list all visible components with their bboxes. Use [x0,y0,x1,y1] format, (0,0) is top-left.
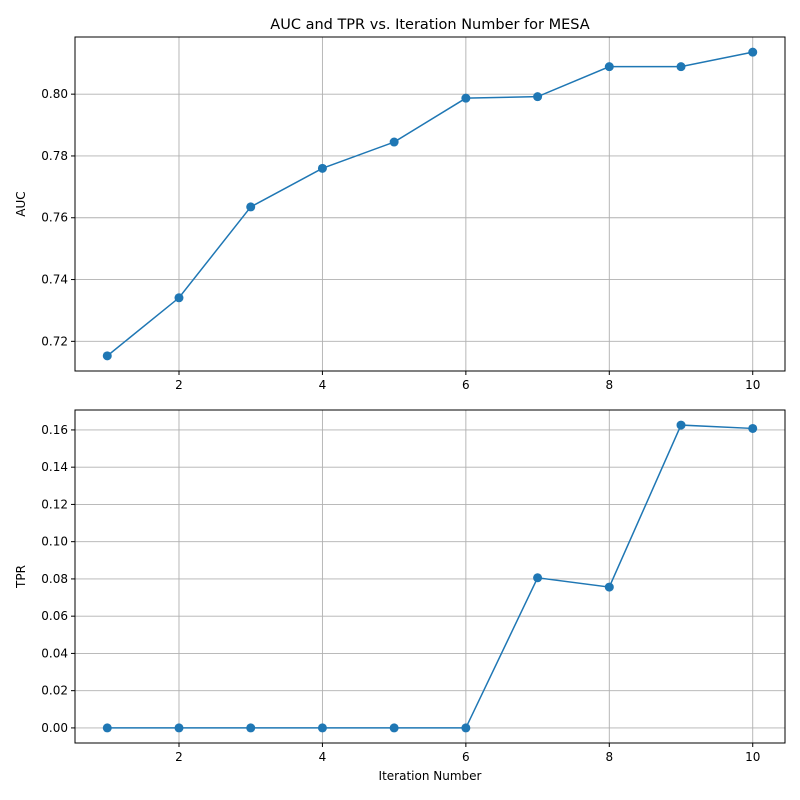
tpr-x-axis-label: Iteration Number [379,769,482,783]
auc-data-point [604,62,614,72]
auc-data-point [389,137,399,147]
tpr-data-point [604,582,614,592]
tpr-axes-frame [74,409,786,744]
auc-axes-frame [74,36,786,372]
chart-title: AUC and TPR vs. Iteration Number for MES… [270,17,589,33]
auc-data-point [748,47,758,57]
tpr-y-tick-label: 0.08 [41,572,68,586]
auc-data-point [676,62,686,72]
tpr-data-point [676,420,686,430]
auc-data-point [102,351,112,361]
tpr-data-point [748,423,758,433]
tpr-x-tick-label: 4 [319,750,327,764]
auc-y-tick-label: 0.74 [41,273,68,287]
auc-data-point [533,92,543,102]
tpr-x-tick-label: 8 [605,750,613,764]
auc-y-tick-label: 0.72 [41,334,68,348]
auc-y-tick-label: 0.80 [41,87,68,101]
auc-x-tick-label: 8 [605,378,613,392]
tpr-x-tick-label: 2 [175,750,183,764]
auc-x-tick-label: 10 [745,378,760,392]
auc-data-point [174,293,184,303]
tpr-data-point [246,723,256,733]
tpr-data-point [317,723,327,733]
tpr-series-line [107,424,753,729]
auc-y-axis-label: AUC [14,191,28,216]
auc-series-line [106,51,753,357]
tpr-y-tick-label: 0.16 [41,423,68,437]
tpr-data-point [102,723,112,733]
tpr-data-point [461,723,471,733]
tpr-x-tick-label: 6 [462,750,470,764]
tpr-y-tick-label: 0.06 [41,609,68,623]
tpr-data-point [389,723,399,733]
tpr-y-tick-label: 0.14 [41,460,68,474]
auc-data-point [246,202,256,212]
tpr-y-tick-label: 0.00 [41,721,68,735]
tpr-y-tick-label: 0.10 [41,535,68,549]
tpr-axes: 2 4 6 8 10 0.00 0.02 0.04 0.06 0.08 0.10 0.12 0.14 0.… [14,409,786,783]
auc-data-point [461,93,471,103]
tpr-data-point [533,573,543,583]
tpr-y-axis-label: TPR [14,565,28,589]
auc-x-tick-label: 2 [175,378,183,392]
tpr-y-tick-label: 0.02 [41,684,68,698]
tpr-data-point [174,723,184,733]
tpr-y-tick-label: 0.12 [41,497,68,511]
auc-y-tick-label: 0.78 [41,149,68,163]
auc-x-tick-label: 4 [319,378,327,392]
auc-data-point [317,163,327,173]
tpr-y-tick-label: 0.04 [41,646,68,660]
auc-x-tick-label: 6 [462,378,470,392]
auc-axes: 2 4 6 8 10 0.72 0.74 0.76 0.78 0.80 AUC [14,36,786,392]
tpr-x-tick-label: 10 [745,750,760,764]
auc-y-tick-label: 0.76 [41,211,68,225]
